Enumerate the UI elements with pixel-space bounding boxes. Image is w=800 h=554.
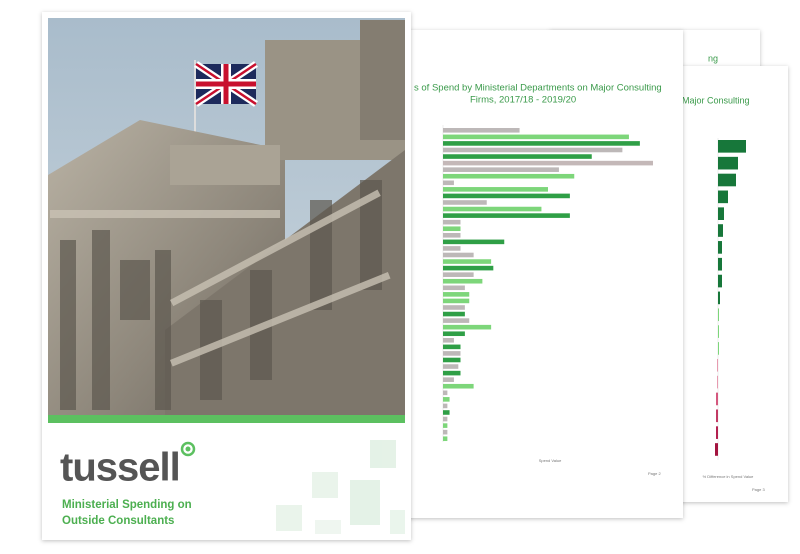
bar (443, 278, 483, 284)
bar (443, 383, 474, 389)
bar (717, 358, 718, 372)
bar (718, 241, 722, 254)
cover-photo (48, 18, 405, 415)
bar (443, 305, 465, 310)
bar (443, 173, 575, 179)
bar (443, 160, 653, 166)
bar (443, 377, 454, 382)
bar (718, 342, 719, 355)
bar (715, 443, 718, 456)
bar (718, 291, 720, 305)
bar (443, 246, 461, 251)
bar (718, 190, 728, 204)
bar (443, 370, 461, 376)
logo-dot (180, 441, 196, 457)
bar (443, 206, 542, 212)
bar (443, 187, 548, 192)
bar (718, 308, 719, 322)
bar (443, 147, 623, 153)
page-2-axis-label: Spend Value (539, 458, 562, 463)
page-3 (670, 66, 788, 502)
bar (443, 239, 505, 245)
cover-cubes (276, 440, 405, 534)
page-2-subtitle: Firms, 2017/18 - 2019/20 (470, 95, 576, 106)
brand-logo: tussell (60, 446, 180, 490)
bar (718, 224, 723, 237)
bar (443, 324, 492, 330)
bar (443, 180, 454, 186)
page-3-axis-label: % Difference in Spend Value (703, 474, 755, 479)
bar (443, 226, 461, 232)
bar (716, 392, 718, 406)
bar (443, 364, 459, 369)
bar (718, 274, 722, 288)
bar (718, 207, 724, 220)
bar (443, 193, 570, 199)
bar (443, 134, 629, 140)
bar (443, 397, 450, 402)
bar (443, 154, 592, 159)
bar (443, 265, 494, 271)
bar (718, 140, 746, 153)
bar (443, 429, 448, 435)
flag (194, 61, 258, 107)
bar (443, 390, 448, 396)
bar (443, 331, 465, 337)
bar (443, 311, 465, 317)
bar (443, 436, 448, 442)
bar (443, 403, 448, 409)
bar (443, 357, 461, 363)
cover-title-line1: Ministerial Spending on (62, 499, 192, 511)
bar (443, 351, 461, 356)
bar (716, 426, 718, 439)
bar (718, 325, 719, 338)
page-3-title: Major Consulting (682, 95, 750, 105)
bar (717, 375, 718, 389)
bar (443, 167, 559, 172)
bar (443, 272, 474, 277)
bar (443, 128, 520, 133)
bar (443, 410, 450, 415)
bar (718, 173, 736, 187)
bar (718, 257, 722, 271)
page-3-chart (715, 138, 746, 460)
bar (443, 213, 570, 218)
page-2-label: Page 2 (648, 471, 661, 476)
bar (443, 141, 640, 146)
bar (443, 259, 492, 264)
page-3-label: Page 3 (752, 487, 765, 492)
bar (718, 156, 738, 170)
bar (443, 285, 465, 291)
bar (443, 423, 448, 428)
logo-dot-center (185, 446, 191, 452)
bar (443, 200, 487, 205)
bar (443, 292, 470, 297)
bar (443, 344, 461, 350)
bar (443, 318, 470, 323)
page-2-chart (442, 125, 653, 442)
cover-title-line2: Outside Consultants (62, 515, 174, 527)
bar (443, 298, 470, 304)
bar (443, 233, 461, 238)
back-page-title: ng (708, 53, 718, 63)
bar (443, 252, 474, 258)
page-2-title: s of Spend by Ministerial Departments on… (414, 83, 662, 94)
bar (443, 219, 461, 225)
bar (443, 338, 454, 343)
cover-stripe (48, 415, 405, 423)
bar (443, 416, 448, 422)
bar (716, 409, 718, 423)
